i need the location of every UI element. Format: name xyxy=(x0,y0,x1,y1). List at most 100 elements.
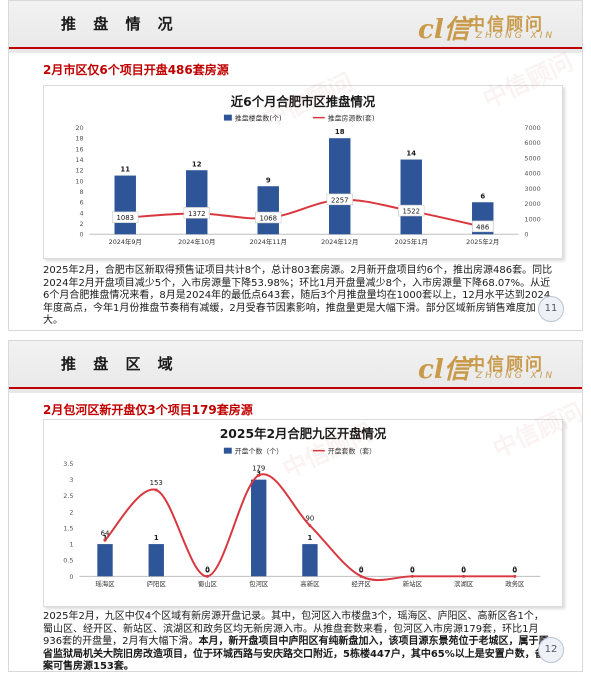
y-left-tick-label: 0 xyxy=(79,231,83,239)
x-tick-label: 庐阳区 xyxy=(147,579,167,588)
y-left-tick-label: 4 xyxy=(79,209,83,217)
paragraph-plain: 2025年2月，九区中仅4个区域有新房源开盘记录。其中，包河区入市楼盘3个，瑶海… xyxy=(43,611,544,647)
page-number: 11 xyxy=(538,296,564,322)
company-logo: cl信 中信顾问 ZHONG XIN xyxy=(418,349,568,385)
x-tick-label: 2025年1月 xyxy=(395,237,428,246)
bar-value-label: 11 xyxy=(120,166,130,174)
y-left-tick-label: 2 xyxy=(69,508,73,516)
chart-title: 近6个月合肥市区推盘情况 xyxy=(231,94,376,109)
y-left-tick-label: 8 xyxy=(79,188,83,196)
bar xyxy=(114,175,136,235)
line-value-label: 1083 xyxy=(116,214,134,222)
y-left-tick-label: 14 xyxy=(75,156,83,164)
logo-mark: cl信 xyxy=(418,15,470,45)
bar-value-label: 0 xyxy=(359,566,364,574)
y-left-tick-label: 0.5 xyxy=(63,557,73,565)
bar xyxy=(400,159,422,235)
x-tick-label: 政务区 xyxy=(505,579,525,588)
slide-11: 推 盘 情 况 cl信 中信顾问 ZHONG XIN 2月市区仅6个项目开盘48… xyxy=(8,0,583,331)
series-line xyxy=(125,198,483,228)
bar-value-label: 12 xyxy=(192,160,202,168)
line-value-box xyxy=(398,204,425,217)
bar xyxy=(148,544,164,577)
header-rule xyxy=(9,47,582,49)
bar-value-label: 0 xyxy=(410,566,415,574)
x-tick-label: 2024年9月 xyxy=(109,237,142,246)
x-tick-label: 包河区 xyxy=(249,579,269,588)
line-point xyxy=(410,574,414,578)
line-value-label: 0 xyxy=(205,565,209,573)
chart-title: 2025年2月合肥九区开盘情况 xyxy=(220,426,387,441)
y-right-tick-label: 3000 xyxy=(524,185,540,193)
y-left-tick-label: 16 xyxy=(75,145,83,153)
line-point xyxy=(308,524,312,528)
y-right-tick-label: 0 xyxy=(524,231,528,239)
bar-value-label: 18 xyxy=(335,128,345,136)
bar-value-label: 1 xyxy=(308,534,313,542)
y-left-tick-label: 20 xyxy=(75,124,83,132)
bar-value-label: 0 xyxy=(461,566,466,574)
line-value-box xyxy=(326,193,353,206)
line-value-label: 486 xyxy=(476,223,489,231)
y-left-tick-label: 1.5 xyxy=(63,524,73,532)
header-rule xyxy=(9,387,582,389)
line-value-label: 179 xyxy=(252,464,265,472)
logo-cn: 中信顾问 xyxy=(468,15,544,35)
legend-bar-swatch xyxy=(223,447,232,454)
y-right-tick-label: 2000 xyxy=(524,200,540,208)
slide-12: 推 盘 区 域 cl信 中信顾问 ZHONG XIN 2月包河区新开盘仅3个项目… xyxy=(8,340,583,672)
x-tick-label: 蜀山区 xyxy=(198,579,218,588)
line-value-label: 0 xyxy=(359,565,363,573)
x-tick-label: 高新区 xyxy=(300,579,320,588)
y-right-tick-label: 1000 xyxy=(524,215,540,223)
bar-value-label: 1 xyxy=(154,534,159,542)
x-tick-label: 2024年12月 xyxy=(321,237,358,246)
line-value-label: 0 xyxy=(410,565,414,573)
line-point xyxy=(513,574,517,578)
bar-value-label: 3 xyxy=(256,470,261,478)
bar-value-label: 1 xyxy=(103,534,108,542)
summary-paragraph: 2025年2月，合肥市区新取得预售证项目共计8个，总计803套房源。2月新开盘项… xyxy=(43,265,553,326)
line-value-box xyxy=(255,211,282,224)
line-value-label: 153 xyxy=(150,479,163,487)
bar xyxy=(186,170,208,235)
line-value-label: 1522 xyxy=(402,208,420,216)
bar-value-label: 0 xyxy=(205,566,210,574)
x-tick-label: 经开区 xyxy=(352,579,372,588)
line-value-label: 1068 xyxy=(259,214,277,222)
line-value-box xyxy=(472,220,494,233)
bar-value-label: 9 xyxy=(266,176,271,184)
y-left-tick-label: 3 xyxy=(69,476,73,484)
legend-bar-swatch xyxy=(223,114,232,121)
bar xyxy=(97,544,113,577)
logo-mark: cl信 xyxy=(418,355,470,385)
y-left-tick-label: 6 xyxy=(79,199,83,207)
y-left-tick-label: 2 xyxy=(79,220,83,228)
line-value-label: 90 xyxy=(306,515,315,523)
section-title: 推 盘 区 域 xyxy=(61,355,179,373)
legend-line-label: 开盘套数（套） xyxy=(328,447,376,456)
y-left-tick-label: 0 xyxy=(69,573,73,581)
line-point xyxy=(257,473,261,477)
y-right-tick-label: 4000 xyxy=(524,170,540,178)
line-value-label: 64 xyxy=(101,529,110,537)
line-value-label: 0 xyxy=(461,565,465,573)
company-logo: cl信 中信顾问 ZHONG XIN xyxy=(418,9,568,45)
chart-box: 近6个月合肥市区推盘情况 推盘楼盘数(个) 推盘房源数(套) 0 2 4 6 8 10 12 14 1… xyxy=(43,85,563,259)
series-line xyxy=(104,473,515,582)
line-point xyxy=(154,488,158,492)
y-left-tick-label: 3.5 xyxy=(63,460,73,468)
line-value-label: 1372 xyxy=(188,210,206,218)
bar-value-label: 6 xyxy=(480,192,485,200)
summary-paragraph: 2025年2月，九区中仅4个区域有新房源开盘记录。其中，包河区入市楼盘3个，瑶海… xyxy=(43,611,553,671)
bar-value-label: 0 xyxy=(512,566,517,574)
line-point xyxy=(103,538,107,542)
subheading: 2月包河区新开盘仅3个项目179套房源 xyxy=(43,403,253,417)
legend-line-label: 推盘房源数(套) xyxy=(328,114,375,123)
section-title: 推 盘 情 况 xyxy=(61,15,179,33)
logo-en: ZHONG XIN xyxy=(476,31,556,41)
line-point xyxy=(359,574,363,578)
y-left-tick-label: 18 xyxy=(75,135,83,143)
